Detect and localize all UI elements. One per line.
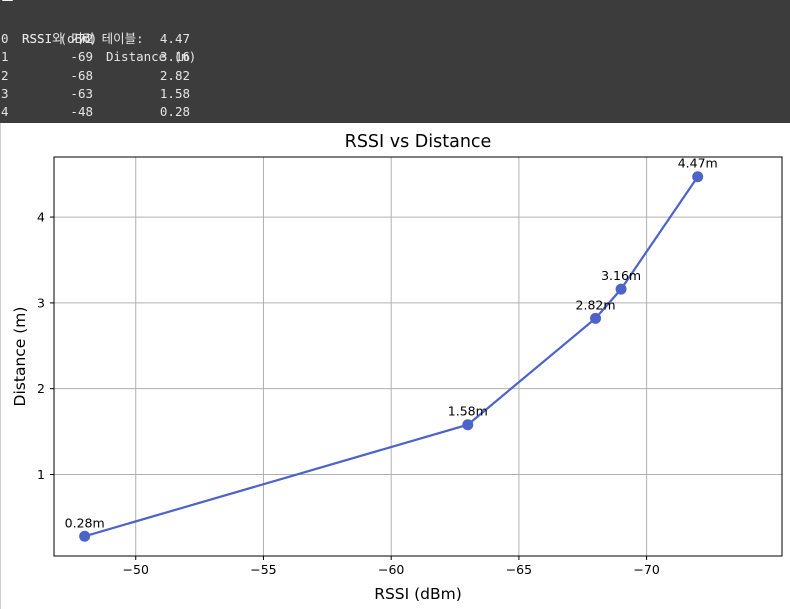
- console-title: RSSI와 거리 테이블:: [22, 31, 144, 46]
- row-rssi: -69: [70, 49, 93, 65]
- console-title-line: RSSI와 거리 테이블:: [0, 0, 144, 46]
- row-distance: 2.82: [159, 67, 190, 83]
- data-label: 3.16m: [601, 268, 641, 283]
- x-tick-label: −65: [506, 562, 532, 577]
- x-tick-label: −60: [378, 562, 404, 577]
- data-point: [79, 530, 91, 542]
- row-index: 0: [1, 31, 9, 46]
- column-header-rssi: RSSI (dBm): [22, 31, 98, 46]
- data-point: [590, 312, 602, 324]
- x-tick-label: −55: [250, 562, 276, 577]
- data-point: [692, 171, 704, 183]
- column-header-distance: Distance (m): [106, 49, 197, 64]
- chart-title: RSSI vs Distance: [345, 132, 492, 152]
- notepad-icon: [2, 0, 13, 1]
- plot-frame: [53, 156, 783, 557]
- row-rssi: -72: [70, 31, 93, 46]
- data-label: 1.58m: [448, 404, 488, 419]
- x-tick-label: −70: [633, 562, 659, 577]
- x-tick-label: −50: [123, 562, 149, 577]
- chart: −50 −55 −60 −65 −70 1 2 3 4 4.47m 3.16m 2.82m 1.58m 0…: [11, 132, 783, 603]
- row-distance: 1.58: [159, 85, 190, 101]
- row-index: 2: [1, 67, 9, 83]
- data-point: [615, 283, 627, 295]
- y-axis-label: Distance (m): [11, 307, 29, 407]
- y-tick-label: 3: [37, 295, 45, 310]
- row-rssi: -63: [70, 85, 93, 101]
- row-rssi: -48: [70, 104, 93, 120]
- y-tick-label: 1: [37, 467, 45, 482]
- table-header: RSSI (dBm) Distance (m): [0, 12, 196, 64]
- data-label: 4.47m: [678, 156, 718, 171]
- chart-area: −50 −55 −60 −65 −70 1 2 3 4 4.47m 3.16m 2.82m 1.58m 0…: [0, 123, 790, 609]
- row-distance: 4.47: [159, 31, 190, 46]
- row-distance: 0.28: [159, 104, 190, 120]
- data-label: 2.82m: [576, 297, 616, 312]
- y-tick-label: 2: [37, 381, 45, 396]
- data-label: 0.28m: [65, 515, 105, 530]
- data-point: [462, 419, 474, 431]
- console-output: RSSI와 거리 테이블: RSSI (dBm) Distance (m) 0 -…: [0, 0, 790, 123]
- row-index: 3: [1, 85, 9, 101]
- row-rssi: -68: [70, 67, 93, 83]
- row-index: 1: [1, 49, 9, 65]
- row-index: 4: [1, 104, 9, 120]
- row-distance: 3.16: [159, 49, 190, 65]
- x-axis-label: RSSI (dBm): [374, 585, 462, 603]
- y-tick-label: 4: [37, 210, 45, 225]
